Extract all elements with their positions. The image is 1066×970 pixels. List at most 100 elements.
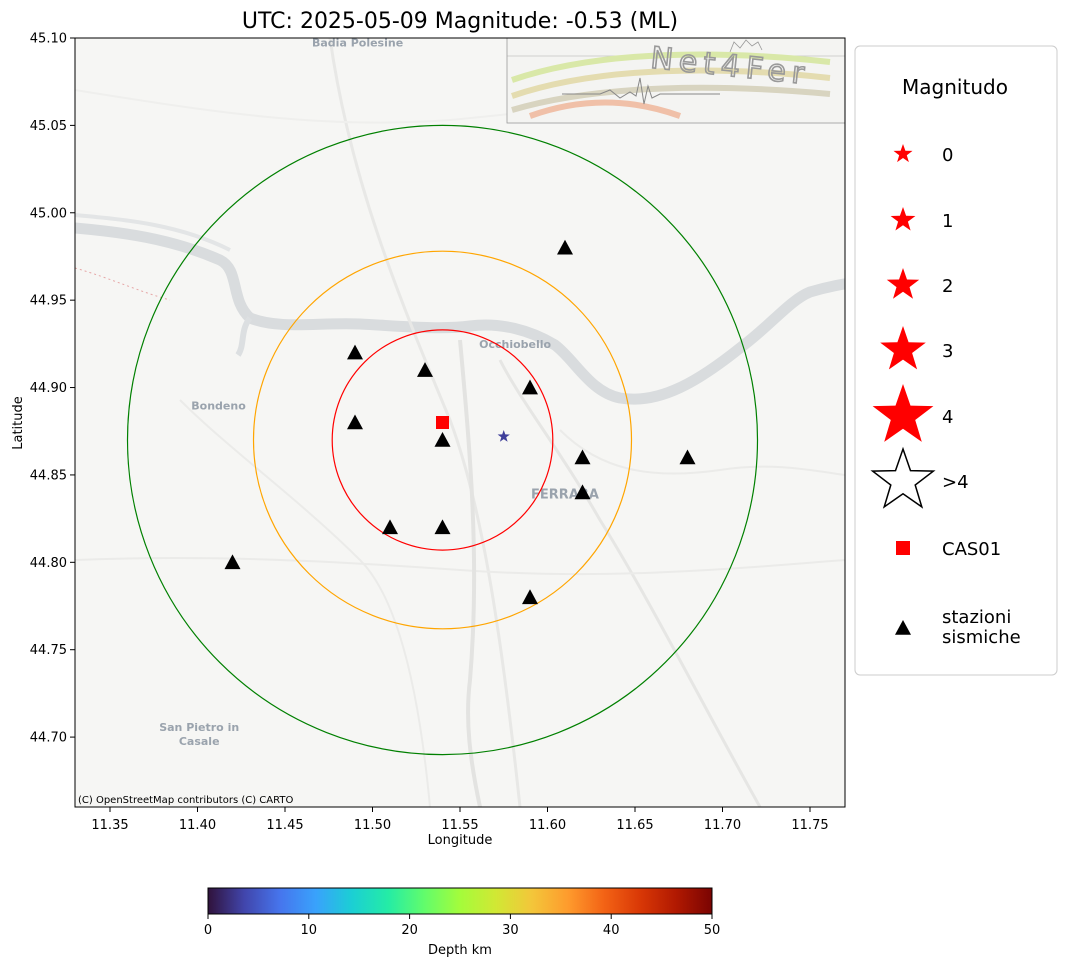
basemap: Badia PolesineOcchiobelloBondenoFERRARAS… <box>75 37 845 807</box>
legend-item: 0 <box>893 144 953 166</box>
y-tick-label: 44.95 <box>30 294 67 309</box>
y-tick-label: 44.80 <box>30 556 67 571</box>
legend-item: 1 <box>890 207 953 232</box>
place-label: Occhiobello <box>479 338 551 351</box>
place-label: Casale <box>179 735 220 748</box>
colorbar-gradient <box>207 887 713 915</box>
y-tick-label: 45.00 <box>30 206 67 221</box>
y-tick-label: 44.70 <box>30 731 67 746</box>
colorbar-label: Depth km <box>428 943 492 958</box>
legend-label: 1 <box>942 211 953 232</box>
seismic-station-marker <box>347 344 363 360</box>
legend-label-line2: sismiche <box>942 627 1021 648</box>
legend-label: CAS01 <box>942 539 1001 560</box>
legend-label: >4 <box>942 472 969 493</box>
place-label: San Pietro in <box>159 721 239 734</box>
road-3 <box>75 557 845 576</box>
road-2 <box>498 359 762 807</box>
x-tick-label: 11.40 <box>179 818 216 833</box>
legend-label: stazioni <box>942 607 1011 628</box>
legend-box <box>854 45 1058 676</box>
legend-label: 4 <box>942 407 953 428</box>
distance-ring <box>252 250 633 630</box>
y-tick-label: 44.90 <box>30 381 67 396</box>
po-river <box>75 222 845 405</box>
seismic-station-marker <box>347 414 363 430</box>
y-tick-label: 45.05 <box>30 119 67 134</box>
legend-star-outline-icon <box>870 446 936 509</box>
region-boundary <box>75 267 171 301</box>
distance-ring <box>126 124 759 756</box>
legend-star-icon <box>886 268 920 299</box>
place-label: Bondeno <box>191 399 246 412</box>
x-tick-label: 11.60 <box>529 818 566 833</box>
event-markers <box>436 416 510 442</box>
colorbar-tick-label: 20 <box>401 923 418 938</box>
distance-rings <box>126 124 759 756</box>
y-axis: 44.70 44.75 44.80 44.85 44.90 44.95 45.00 45.05… <box>30 32 75 746</box>
legend-item: 2 <box>886 268 953 299</box>
seismic-stations <box>224 239 696 605</box>
seismic-station-marker <box>224 554 241 570</box>
y-tick-label: 44.85 <box>30 468 67 483</box>
basemap-background <box>75 38 845 807</box>
x-tick-label: 11.50 <box>354 818 391 833</box>
colorbar-tick-label: 30 <box>502 923 519 938</box>
seismic-station-marker <box>557 239 573 255</box>
road-1 <box>328 38 522 807</box>
y-tick-label: 45.10 <box>30 32 67 47</box>
seismic-station-marker <box>522 589 538 605</box>
earthquake-epicenter-marker <box>497 430 510 442</box>
legend-label: 3 <box>942 341 953 362</box>
y-axis-label: Latitude <box>11 396 26 450</box>
cas01-station-marker <box>436 416 449 429</box>
map-panel[interactable]: Badia PolesineOcchiobelloBondenoFERRARAS… <box>74 37 846 808</box>
colorbar-tick-label: 40 <box>603 923 620 938</box>
y-tick-label: 44.75 <box>30 643 67 658</box>
legend-label: 2 <box>942 276 953 297</box>
x-tick-label: 11.65 <box>616 818 653 833</box>
seismic-station-marker <box>574 484 591 500</box>
x-tick-label: 11.45 <box>266 818 303 833</box>
legend-title: Magnitudo <box>902 75 1008 99</box>
legend-star-icon <box>880 326 926 370</box>
x-axis: 11.35 11.40 11.45 11.50 11.55 11.60 11.65 11.70… <box>91 807 829 833</box>
x-tick-label: 11.55 <box>441 818 478 833</box>
legend-star-icon <box>890 207 916 231</box>
seismic-station-marker <box>417 362 433 377</box>
x-tick-label: 11.75 <box>791 818 828 833</box>
colorbar-tick-label: 0 <box>204 923 212 938</box>
road-6 <box>559 429 845 476</box>
legend-square-icon <box>896 541 910 555</box>
legend-star-icon <box>893 144 913 163</box>
net4fer-logo: Net4Fer <box>506 37 846 124</box>
seismic-station-marker <box>434 519 451 535</box>
seismic-station-marker <box>434 431 451 447</box>
legend-triangle-icon <box>895 620 911 635</box>
legend-item: CAS01 <box>896 539 1001 560</box>
depth-colorbar: 0 10 20 30 40 50 Depth km <box>204 887 721 958</box>
x-tick-label: 11.70 <box>704 818 741 833</box>
legend-label: 0 <box>942 145 953 166</box>
figure-title: UTC: 2025-05-09 Magnitude: -0.53 (ML) <box>242 9 678 34</box>
x-tick-label: 11.35 <box>91 818 128 833</box>
colorbar-tick-label: 10 <box>301 923 318 938</box>
distance-ring <box>331 329 554 551</box>
legend-item: 4 <box>872 384 953 442</box>
seismic-station-marker <box>574 449 591 465</box>
seismic-station-marker <box>679 449 696 465</box>
map-attribution: (C) OpenStreetMap contributors (C) CARTO <box>78 795 293 806</box>
seismic-station-marker <box>522 379 538 395</box>
seismic-station-marker <box>382 519 398 535</box>
legend-item: 3 <box>880 326 953 370</box>
legend-item: >4 <box>870 446 969 509</box>
canal-west <box>75 213 231 252</box>
legend-star-icon <box>872 384 934 442</box>
place-label: Badia Polesine <box>312 37 403 50</box>
x-axis-label: Longitude <box>428 833 493 848</box>
colorbar-tick-label: 50 <box>704 923 721 938</box>
road-4 <box>179 399 431 807</box>
